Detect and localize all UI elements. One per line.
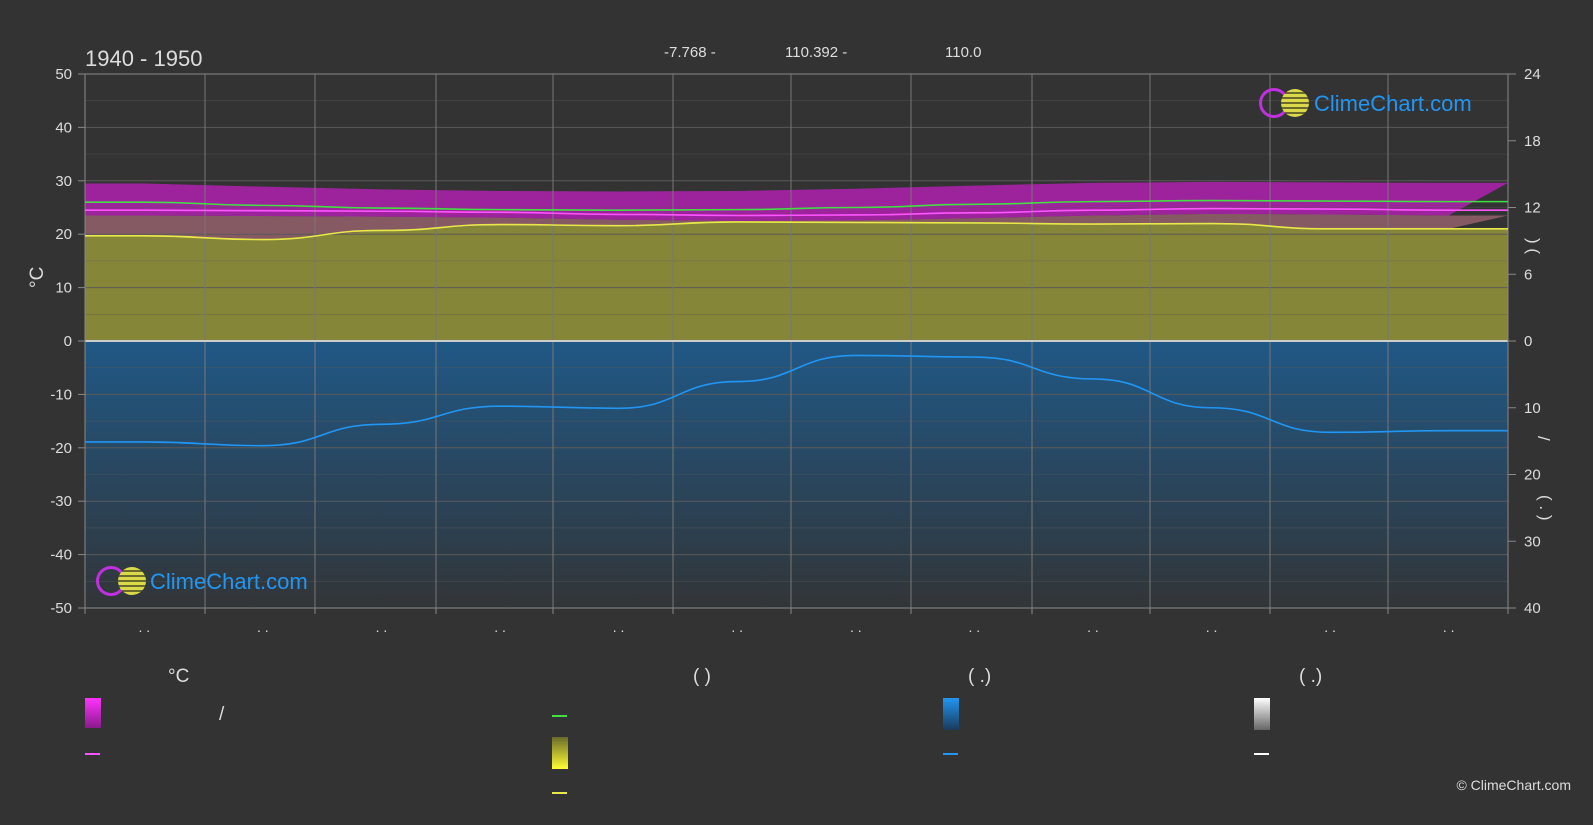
elevation-text: 110.0 <box>945 44 982 61</box>
x-tick-label: . . <box>1443 619 1455 635</box>
legend-swatch-blue-line <box>943 753 958 755</box>
latitude-text: -7.768 - <box>664 44 716 61</box>
legend-swatch-white-line <box>1254 753 1269 755</box>
longitude-text: 110.392 - <box>785 44 848 61</box>
legend-swatch-yellow-band <box>552 737 568 769</box>
blue-series-line <box>84 354 1508 447</box>
right-axis-marks-bottom: / <box>1534 436 1553 441</box>
legend-col4-head: ( .) <box>1299 666 1323 687</box>
x-tick-label: . . <box>1087 619 1099 635</box>
climechart-sun-icon <box>1281 89 1309 117</box>
x-tick-label: . . <box>731 619 743 635</box>
watermark-text-bottom: ClimeChart.com <box>150 569 308 594</box>
legend-swatch-white-band <box>1254 698 1270 730</box>
legend-swatch-magenta-band <box>85 698 101 728</box>
left-axis-unit: °C <box>27 266 48 288</box>
right-tick-label: 24 <box>1524 66 1541 83</box>
x-tick-label: . . <box>850 619 862 635</box>
legend-col1-slash: / <box>219 704 225 725</box>
left-tick-label: 20 <box>55 226 72 243</box>
magenta-series-line <box>84 207 1508 217</box>
left-tick-label: 0 <box>64 333 72 350</box>
legend-swatch-blue-band <box>943 698 959 730</box>
legend-swatch-green-line <box>552 715 567 717</box>
left-tick-label: 10 <box>55 280 72 297</box>
copyright-text: © ClimeChart.com <box>1456 777 1571 793</box>
left-tick-label: -20 <box>50 440 72 457</box>
x-tick-label: . . <box>494 619 506 635</box>
chart-ticks: 50 40 30 20 10 0 -10 -20 -30 -40 -50 24 18 12 6 0 10 20 30… <box>50 66 1540 635</box>
x-tick-label: . . <box>1206 619 1218 635</box>
right-tick-label: 18 <box>1524 133 1541 150</box>
right-tick-label: 0 <box>1524 333 1532 350</box>
yellow-band <box>85 221 1508 341</box>
right-tick-label: 20 <box>1524 467 1541 484</box>
right-tick-label: 30 <box>1524 533 1541 550</box>
right-tick-label: 12 <box>1524 200 1541 217</box>
yellow-series-line <box>84 221 1508 241</box>
right-axis-marks-bottom-2: ( . ) <box>1536 495 1555 521</box>
left-tick-label: 30 <box>55 173 72 190</box>
legend-col1-head: °C <box>168 666 190 687</box>
left-tick-label: -30 <box>50 493 72 510</box>
period-title: 1940 - 1950 <box>85 46 203 71</box>
x-tick-label: . . <box>376 619 388 635</box>
climechart-sun-icon <box>118 567 146 595</box>
chart-bands <box>85 181 1508 608</box>
x-tick-label: . . <box>1324 619 1336 635</box>
left-tick-label: -40 <box>50 547 72 564</box>
left-tick-label: -50 <box>50 600 72 617</box>
chart-lines <box>84 199 1508 447</box>
legend-col3-head: ( .) <box>968 666 992 687</box>
right-axis-marks-top: ) ( <box>1524 238 1543 255</box>
legend-swatch-yellow-line <box>552 792 567 794</box>
legend-swatch-magenta-line <box>85 753 100 755</box>
x-tick-label: . . <box>969 619 981 635</box>
left-tick-label: -10 <box>50 386 72 403</box>
pink-band <box>85 213 1508 240</box>
green-series-line <box>85 199 1508 211</box>
left-tick-label: 50 <box>55 66 72 83</box>
x-tick-label: . . <box>613 619 625 635</box>
x-tick-label: . . <box>138 619 150 635</box>
right-tick-label: 10 <box>1524 400 1541 417</box>
legend-col2-head: ( ) <box>693 666 711 687</box>
chart-grid <box>84 73 1509 609</box>
right-tick-label: 40 <box>1524 600 1541 617</box>
right-tick-label: 6 <box>1524 266 1532 283</box>
left-tick-label: 40 <box>55 119 72 136</box>
watermark-text-top: ClimeChart.com <box>1314 91 1472 116</box>
x-tick-label: . . <box>257 619 269 635</box>
